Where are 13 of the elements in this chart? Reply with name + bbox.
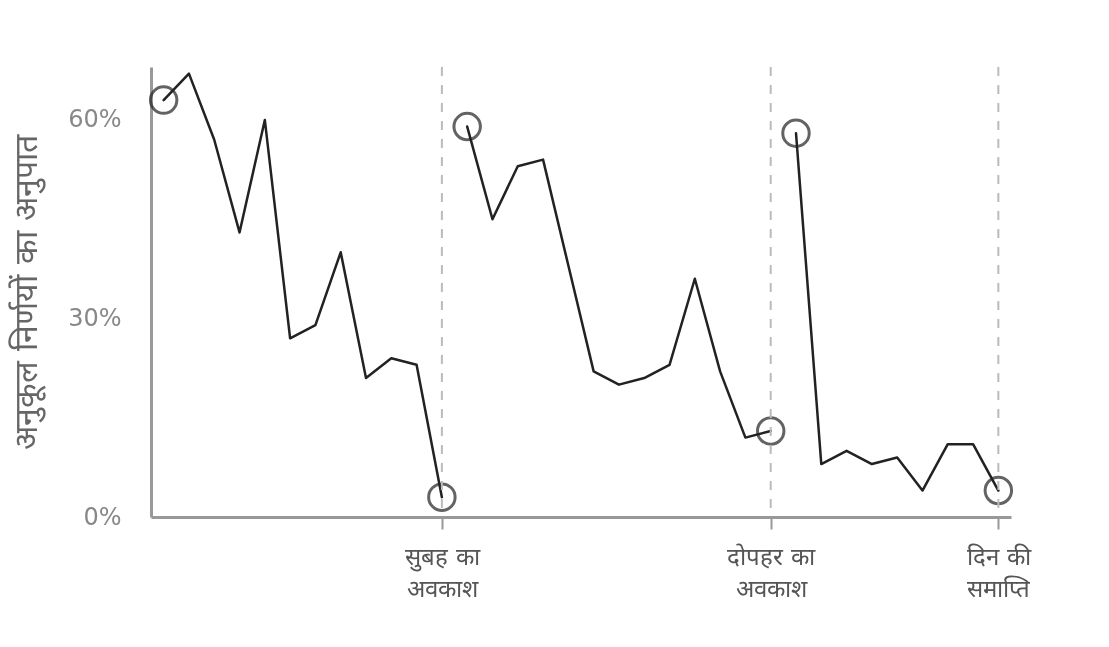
point: [452, 111, 482, 142]
y-tick-label: 0%: [83, 502, 122, 531]
point: [781, 118, 811, 148]
x-tick-label: दोपहर का अवकाश: [727, 542, 817, 603]
y-tick-label: 30%: [68, 303, 122, 332]
y-tick-label: 60%: [68, 105, 122, 134]
point: [983, 475, 1014, 506]
y-axis-title: अनुकूल निर्णयों का अनुपात: [7, 134, 47, 450]
point: [148, 85, 179, 115]
x-tick-label: दिन की समाप्ति: [967, 542, 1032, 603]
x-tick-label: सुबह का अवकाश: [405, 542, 481, 603]
point: [427, 482, 457, 512]
point: [755, 416, 786, 446]
